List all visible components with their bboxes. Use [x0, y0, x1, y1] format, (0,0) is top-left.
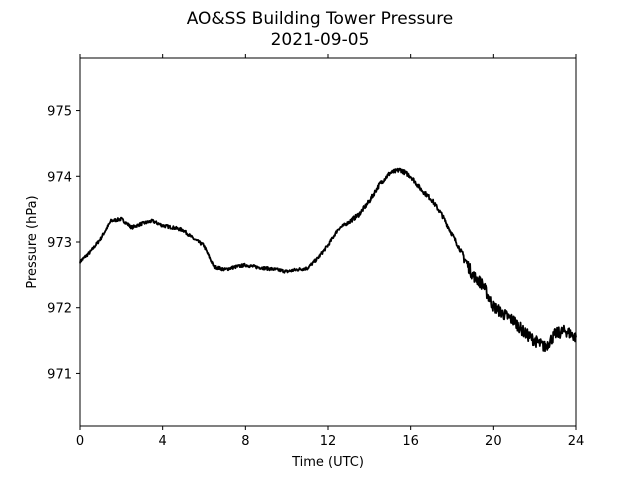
pressure-series-line [79, 167, 577, 353]
x-tick-label: 16 [402, 434, 419, 449]
y-tick-label: 974 [47, 170, 72, 185]
x-tick-label: 12 [320, 434, 337, 449]
y-tick-label: 973 [47, 236, 72, 251]
y-tick-label: 975 [47, 105, 72, 120]
x-tick-label: 0 [76, 434, 84, 449]
x-tick-label: 8 [241, 434, 249, 449]
y-tick-label: 971 [47, 367, 72, 382]
x-tick-label: 4 [159, 434, 167, 449]
plot-area-frame [79, 57, 577, 427]
chart-title: AO&SS Building Tower Pressure [187, 9, 454, 29]
y-tick-label: 972 [47, 302, 72, 317]
x-axis-label: Time (UTC) [291, 455, 364, 470]
x-tick-label: 20 [485, 434, 502, 449]
y-axis-label: Pressure (hPa) [25, 195, 40, 288]
chart-subtitle: 2021-09-05 [271, 30, 370, 50]
axis-ticks: 0 4 8 12 16 20 24 971 972 973 974 975 [47, 54, 584, 449]
x-tick-label: 24 [568, 434, 585, 449]
